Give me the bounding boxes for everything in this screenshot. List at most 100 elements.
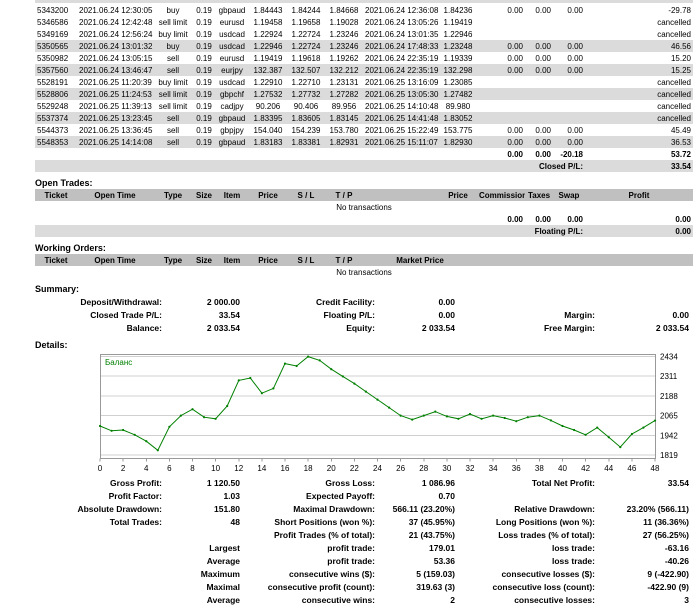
- type-cell: buy: [153, 40, 193, 52]
- data-point: [388, 406, 391, 409]
- stat-label: Loss trades (% of total):: [498, 529, 595, 540]
- data-point: [318, 359, 321, 362]
- size-cell: 0.19: [193, 64, 215, 76]
- data-point: [145, 440, 148, 443]
- price-cell: 1.83395: [249, 112, 287, 124]
- data-point: [503, 416, 506, 420]
- open-time-cell: 2021.06.24 12:42:48: [79, 17, 153, 27]
- history-row: 5343200 2021.06.24 12:30:05 buy 0.19 gbpaud 1…: [35, 4, 693, 16]
- stat-value: Maximal: [206, 581, 240, 592]
- open-time-cell: 2021.06.24 12:30:05: [79, 5, 153, 15]
- history-row: 5544373 2021.06.25 13:36:45 sell 0.19 gbpjpy…: [35, 124, 693, 136]
- data-point: [653, 419, 657, 422]
- price-cell: 154.040: [253, 125, 283, 135]
- stat-row: Total Trades: 48 Short Positions (won %): 3…: [35, 515, 692, 528]
- data-point: [295, 364, 298, 368]
- x-axis-label: 42: [581, 464, 590, 473]
- data-point: [515, 420, 518, 423]
- cancelled-cell: cancelled: [657, 101, 691, 111]
- close-time-cell: 2021.06.24 13:05:26: [365, 17, 439, 27]
- open-trades-totals-row: 0.00 0.00 0.00 0.00: [35, 213, 693, 225]
- size-cell: 0.19: [196, 5, 212, 15]
- x-axis-label: 18: [304, 464, 313, 473]
- close-time-cell: 2021.06.25 13:05:30: [363, 88, 439, 100]
- total-swap: -20.18: [560, 149, 583, 159]
- type-cell: sell: [153, 112, 193, 124]
- cancelled-cell: cancelled: [657, 29, 691, 39]
- stat-value: Average: [206, 555, 240, 566]
- data-point: [596, 426, 599, 429]
- open-time-cell: 2021.06.25 11:39:13: [79, 101, 152, 111]
- no-transactions-label: No transactions: [336, 267, 392, 277]
- price-cell: 1.27532: [249, 88, 287, 100]
- ticket-cell: 5357560: [35, 64, 77, 76]
- balance-chart: 2434 2311 2188 2065 1942 1819 0 2 4 6 8 10 12 14 16 18 2…: [98, 353, 700, 476]
- closed-pl-label: Closed P/L:: [35, 160, 585, 172]
- stat-value: 1 086.96: [421, 477, 455, 488]
- stat-row: Largest profit trade: 179.01 loss trade: -63…: [35, 541, 692, 554]
- stat-value: 179.01: [429, 542, 455, 553]
- data-point: [538, 414, 541, 417]
- close-price-cell: 1.23085: [443, 77, 473, 87]
- item-cell: gbpaud: [215, 112, 249, 124]
- x-axis-label: 24: [373, 464, 382, 473]
- data-point: [480, 417, 483, 420]
- sl-cell: 1.83605: [287, 112, 325, 124]
- stat-label: loss trade:: [552, 542, 595, 553]
- stat-label: Relative Drawdown:: [514, 503, 595, 514]
- open-time-cell: 2021.06.24 13:05:15: [79, 53, 153, 63]
- summary-label: Free Margin:: [543, 322, 595, 333]
- closed-transactions-table: 5343200 2021.06.24 12:30:05 buy 0.19 gbpaud 1…: [35, 4, 693, 172]
- type-cell: sell: [153, 136, 193, 148]
- x-axis-label: 2: [121, 464, 126, 473]
- y-axis-label: 1819: [660, 451, 678, 460]
- y-axis-label: 1942: [660, 431, 678, 440]
- summary-value: 0.00: [672, 309, 689, 320]
- stat-label: Short Positions (won %):: [274, 516, 375, 527]
- type-cell: sell: [153, 64, 193, 76]
- total-taxes: 0.00: [535, 149, 551, 159]
- header-cell: Commission: [477, 189, 525, 201]
- stat-row: Profit Factor: 1.03 Expected Payoff: 0.70: [35, 489, 692, 502]
- profit-cell: 36.53: [585, 136, 693, 148]
- header-cell: Size: [193, 189, 215, 201]
- x-axis-label: 40: [558, 464, 567, 473]
- y-axis-label: 2311: [660, 372, 678, 381]
- floating-pl-label: Floating P/L:: [35, 225, 585, 237]
- header-cell: Open Time: [77, 254, 153, 266]
- taxes-cell: 0.00: [525, 40, 553, 52]
- summary-row: Balance: 2 033.54 Equity: 2 033.54 Free Marg…: [35, 321, 692, 334]
- data-point: [468, 412, 472, 416]
- stat-row: Average profit trade: 53.36 loss trade: -40.…: [35, 554, 692, 567]
- price-cell: 1.22924: [253, 29, 283, 39]
- open-time-cell: 2021.06.25 11:24:53: [77, 88, 153, 100]
- data-point: [237, 379, 240, 382]
- stat-value: [598, 489, 692, 502]
- stat-label: consecutive profit (count):: [267, 581, 375, 592]
- price-cell: 90.206: [255, 101, 281, 111]
- header-cell: [477, 254, 693, 266]
- summary-value: 2 033.54: [421, 322, 455, 333]
- working-orders-title: Working Orders:: [35, 243, 106, 253]
- data-point: [619, 446, 622, 449]
- summary-label: Floating P/L:: [323, 309, 375, 320]
- header-cell: Price: [439, 189, 477, 201]
- close-price-cell: 1.83052: [439, 112, 477, 124]
- data-point: [341, 375, 344, 378]
- data-point: [226, 404, 229, 408]
- price-cell: 1.19419: [253, 53, 283, 63]
- stat-label: consecutive loss (count):: [492, 581, 596, 592]
- x-axis-label: 8: [190, 464, 195, 473]
- item-cell: usdcad: [215, 40, 249, 52]
- ticket-cell: 5528191: [37, 77, 69, 87]
- stat-label: [35, 567, 165, 580]
- open-total-2: 0.00: [567, 214, 583, 224]
- swap-cell: 0.00: [567, 53, 583, 63]
- history-row: 5537374 2021.06.25 13:23:45 sell 0.19 gbpaud…: [35, 112, 693, 124]
- close-price-cell: 132.298: [439, 64, 477, 76]
- swap-cell: 0.00: [567, 5, 583, 15]
- stat-label: Profit Trades (% of total):: [273, 529, 375, 540]
- stat-label: profit trade:: [327, 542, 375, 553]
